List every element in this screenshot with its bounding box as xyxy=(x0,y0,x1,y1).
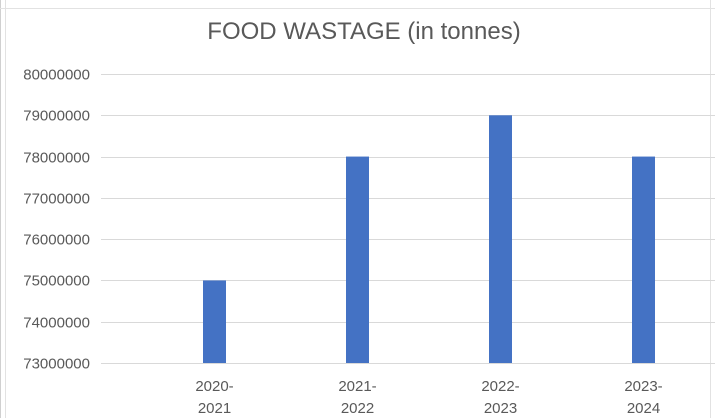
bar xyxy=(346,156,369,363)
bar xyxy=(489,115,512,364)
x-tick-label: 2021- xyxy=(338,378,376,395)
bar xyxy=(632,156,655,363)
y-tick-label: 77000000 xyxy=(23,191,90,208)
x-tick-label: 2021 xyxy=(198,400,231,417)
x-tick-label: 2022- xyxy=(481,378,519,395)
x-tick-label: 2022 xyxy=(341,400,374,417)
x-axis-tick-labels: 2020- 2021 2021- 2022 2022- 2023 2023- 2024 xyxy=(195,378,662,417)
y-tick-label: 78000000 xyxy=(23,150,90,167)
y-tick-label: 76000000 xyxy=(23,232,90,249)
y-tick-label: 75000000 xyxy=(23,273,90,290)
gridlines xyxy=(101,74,715,364)
chart-title: FOOD WASTAGE (in tonnes) xyxy=(207,18,521,45)
y-tick-label: 74000000 xyxy=(23,315,90,332)
x-tick-label: 2023- xyxy=(624,378,662,395)
x-tick-label: 2023 xyxy=(484,400,517,417)
y-tick-label: 73000000 xyxy=(23,356,90,373)
x-tick-label: 2024 xyxy=(627,400,660,417)
bars xyxy=(203,115,655,364)
bar xyxy=(203,280,226,363)
x-tick-label: 2020- xyxy=(195,378,233,395)
y-tick-label: 79000000 xyxy=(23,108,90,125)
y-tick-label: 80000000 xyxy=(23,67,90,84)
y-axis-tick-labels: 73000000 74000000 75000000 76000000 77000000… xyxy=(23,67,90,373)
